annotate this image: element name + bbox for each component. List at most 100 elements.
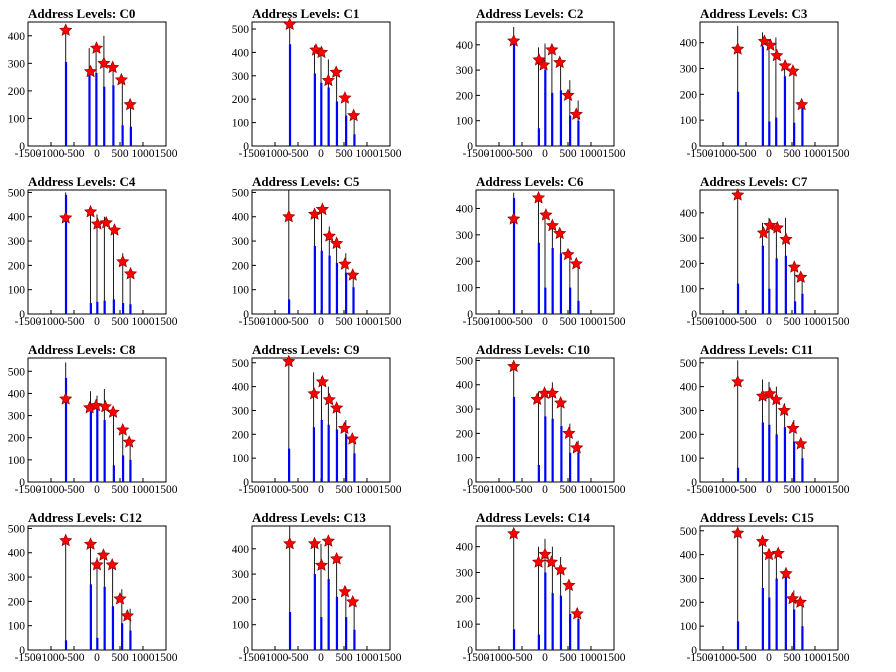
y-tick-label: 0 (691, 477, 697, 489)
x-tick-label: 500 (335, 484, 353, 496)
spike-fill (288, 448, 291, 482)
spike-fill (768, 597, 771, 650)
spike-fill (112, 85, 115, 146)
peak-star-marker (507, 212, 521, 225)
y-tick-label: 0 (691, 141, 697, 153)
x-tick-label: 500 (783, 484, 801, 496)
y-tick-label: 400 (456, 40, 474, 52)
y-tick-label: 300 (232, 405, 250, 417)
spike-fill (801, 293, 804, 314)
y-tick-label: 400 (456, 203, 474, 215)
peak-star-marker (561, 88, 575, 101)
x-tick-label: -1000 (710, 484, 737, 496)
x-tick-label: 1500 (379, 148, 402, 160)
y-tick-label: 0 (691, 309, 697, 321)
x-tick-label: -500 (287, 652, 308, 664)
spike-fill (312, 427, 316, 482)
peak-star-marker (554, 562, 568, 576)
x-tick-label: -1500 (463, 316, 490, 328)
peak-star-marker (315, 202, 329, 216)
spike-fill (569, 287, 572, 314)
peak-star-marker (786, 421, 800, 434)
panel-title: Address Levels: C4 (28, 174, 136, 189)
peak-star-marker (545, 386, 559, 399)
y-tick-label: 100 (456, 619, 474, 631)
x-tick-label: 0 (766, 484, 772, 496)
histogram-panel-7: Address Levels: C7 0 100 200 300 400 -1500 -100… (672, 174, 868, 334)
peak-star-marker (321, 534, 335, 547)
x-tick-label: 0 (766, 148, 772, 160)
histogram-plot: 0 100 200 300 400 -1500-1000 -500 0 500 1000 1500 (456, 525, 626, 664)
peak-star-marker (123, 266, 138, 280)
x-tick-label: -1500 (15, 148, 42, 160)
panel-title: Address Levels: C6 (476, 174, 584, 189)
peak-star-marker (338, 257, 352, 270)
peak-star-marker (307, 386, 321, 400)
spike-fill (761, 245, 764, 314)
peak-star-marker (507, 359, 521, 373)
x-tick-label: 1500 (827, 484, 850, 496)
x-tick-label: 1000 (356, 652, 379, 664)
peak-star-marker (106, 405, 120, 418)
y-tick-label: 300 (8, 411, 26, 423)
x-tick-label: 500 (335, 148, 353, 160)
spike-fill (577, 120, 580, 146)
spike-fill (335, 262, 339, 314)
histogram-plot: 0 100 200 300 400 -1500-1000 -500 0 500 1000 1500 (456, 21, 626, 160)
peak-star-marker (507, 34, 521, 47)
y-tick-label: 300 (456, 230, 474, 242)
spike-fill (793, 301, 797, 314)
peak-star-marker (562, 426, 576, 439)
x-tick-label: 500 (559, 652, 577, 664)
y-tick-label: 200 (232, 260, 250, 272)
x-tick-label: -1500 (15, 484, 42, 496)
x-tick-label: 1000 (804, 484, 827, 496)
peak-star-marker (315, 374, 329, 388)
spike-fill (559, 90, 563, 146)
spike-fill (129, 459, 132, 482)
histogram-panel-0: Address Levels: C0 0 100 200 300 400 -1500 -100… (0, 6, 196, 166)
y-tick-label: 200 (232, 594, 250, 606)
peak-star-marker (779, 232, 793, 245)
spike-fill (793, 122, 796, 146)
spike-fill (320, 82, 323, 146)
spike-fill (327, 424, 330, 482)
y-tick-label: 400 (8, 212, 26, 224)
x-tick-label: -1500 (239, 484, 266, 496)
x-tick-label: 500 (559, 148, 577, 160)
x-tick-label: -500 (63, 484, 84, 496)
spike-fill (121, 303, 125, 314)
peak-star-marker (569, 107, 583, 120)
panel-title: Address Levels: C9 (252, 342, 360, 357)
y-tick-label: 200 (232, 94, 250, 106)
y-tick-label: 500 (232, 24, 250, 36)
spike-fill (129, 304, 132, 314)
x-tick-label: -1500 (463, 652, 490, 664)
spike-fill (544, 70, 547, 146)
peak-star-marker (795, 97, 809, 111)
spike-fill (345, 272, 348, 314)
y-tick-label: 0 (467, 141, 473, 153)
spike-fill (577, 300, 580, 314)
y-tick-label: 500 (8, 523, 26, 535)
peak-star-marker (83, 64, 98, 78)
peak-star-marker (90, 217, 105, 230)
x-tick-label: 1000 (356, 148, 379, 160)
y-tick-label: 100 (456, 453, 474, 465)
spike-fill (801, 458, 804, 482)
x-tick-label: 1500 (379, 484, 402, 496)
x-tick-label: -1000 (38, 316, 65, 328)
histogram-panel-11: Address Levels: C11 0 100 200 300 400 500 -1500… (672, 342, 868, 502)
x-tick-label: -500 (511, 148, 532, 160)
spike-fill (537, 464, 540, 482)
spike-fill (559, 253, 563, 314)
peak-star-marker (96, 548, 111, 561)
peak-star-marker (83, 537, 98, 550)
peak-star-marker (731, 374, 745, 388)
peak-star-marker (107, 223, 122, 236)
peak-star-marker (545, 218, 559, 232)
y-tick-label: 100 (8, 113, 26, 125)
histogram-plot: 0 100 200 300 400 -1500-1000 -500 0 500 1000 1500 (456, 189, 626, 328)
x-tick-label: 500 (111, 484, 129, 496)
